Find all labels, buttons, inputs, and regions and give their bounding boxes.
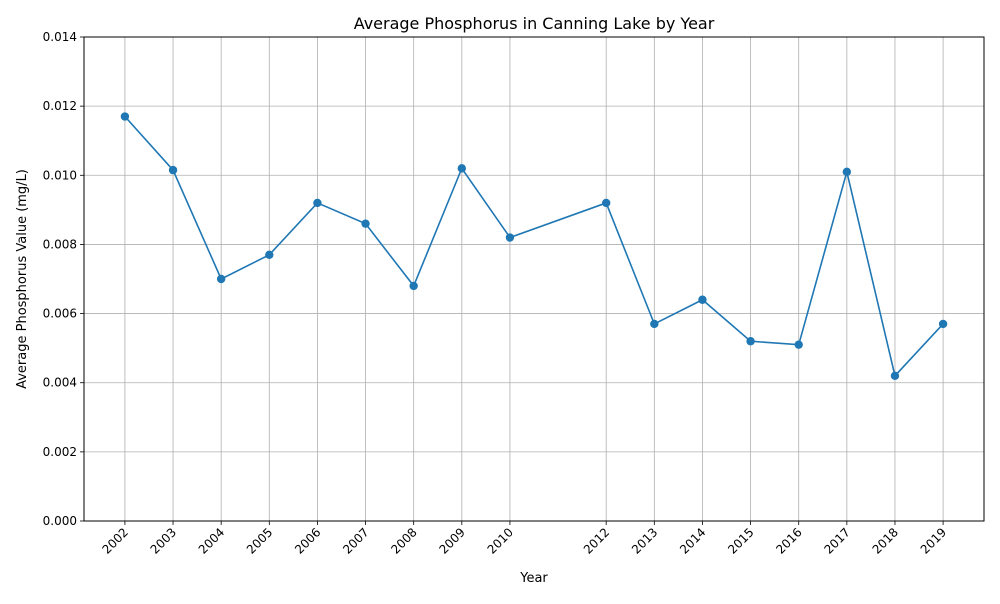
x-tick-label: 2014 [677,525,708,556]
x-tick-label: 2016 [773,525,804,556]
data-point [361,219,370,228]
y-tick-label: 0.000 [43,514,77,528]
x-tick-label: 2018 [870,525,901,556]
data-point [650,319,659,329]
x-tick-label: 2013 [629,525,660,556]
x-tick-label: 2004 [196,525,227,556]
data-point [794,340,803,349]
x-tick-label: 2017 [821,525,852,556]
data-point [409,281,418,291]
data-point [938,319,948,329]
x-tick-label: 2007 [340,525,371,556]
x-tick-label: 2006 [292,525,323,556]
data-point [746,337,755,346]
data-point [505,233,515,242]
x-axis-label: Year [519,571,548,586]
y-tick-label: 0.004 [43,376,77,390]
x-tick-label: 2015 [725,525,756,556]
x-tick-label: 2008 [388,525,419,556]
data-point [601,198,611,208]
data-point [168,165,178,175]
y-tick-label: 0.012 [43,99,77,113]
series-line [124,115,944,378]
y-axis-label: Average Phosphorus Value (mg/L) [15,169,30,389]
y-tick-label: 0.006 [43,307,77,321]
data-point [842,167,852,177]
x-tick-label: 2003 [148,525,179,556]
y-tick-label: 0.008 [43,237,77,251]
x-tick-label: 2009 [436,525,467,556]
data-point [457,164,467,173]
x-tick-label: 2005 [244,525,275,556]
plot-area-frame [83,36,985,522]
x-tick-label: 2010 [485,525,516,556]
y-tick-label: 0.010 [43,168,77,182]
grid-lines [84,36,984,522]
x-tick-label: 2002 [100,525,131,556]
chart-title: Average Phosphorus in Canning Lake by Ye… [354,14,715,33]
data-point [120,112,130,121]
y-tick-label: 0.002 [43,445,77,459]
series-layer [120,112,948,380]
x-tick-label: 2012 [581,525,612,556]
data-point [313,198,322,208]
data-point [890,371,900,380]
data-point [698,295,707,304]
data-point [216,274,226,284]
data-point [265,250,274,259]
y-tick-label: 0.014 [43,30,77,44]
x-tick-label: 2019 [918,525,949,556]
